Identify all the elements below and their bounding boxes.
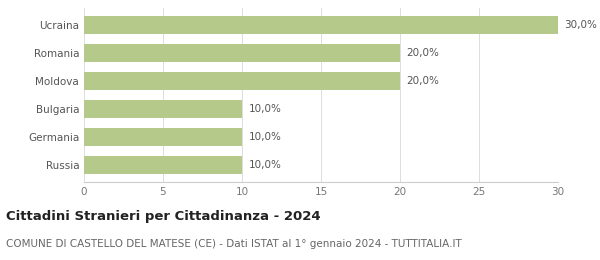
Text: 10,0%: 10,0% <box>248 104 281 114</box>
Bar <box>84 128 242 146</box>
Text: 30,0%: 30,0% <box>565 20 597 30</box>
Text: Cittadini Stranieri per Cittadinanza - 2024: Cittadini Stranieri per Cittadinanza - 2… <box>6 210 320 223</box>
Text: COMUNE DI CASTELLO DEL MATESE (CE) - Dati ISTAT al 1° gennaio 2024 - TUTTITALIA.: COMUNE DI CASTELLO DEL MATESE (CE) - Dat… <box>6 239 462 249</box>
Text: 10,0%: 10,0% <box>248 132 281 142</box>
Bar <box>84 72 400 90</box>
Text: 20,0%: 20,0% <box>406 48 439 58</box>
Bar <box>84 100 242 118</box>
Text: 10,0%: 10,0% <box>248 160 281 170</box>
Text: 20,0%: 20,0% <box>406 76 439 86</box>
Bar <box>84 44 400 62</box>
Bar <box>84 16 558 34</box>
Bar <box>84 156 242 174</box>
